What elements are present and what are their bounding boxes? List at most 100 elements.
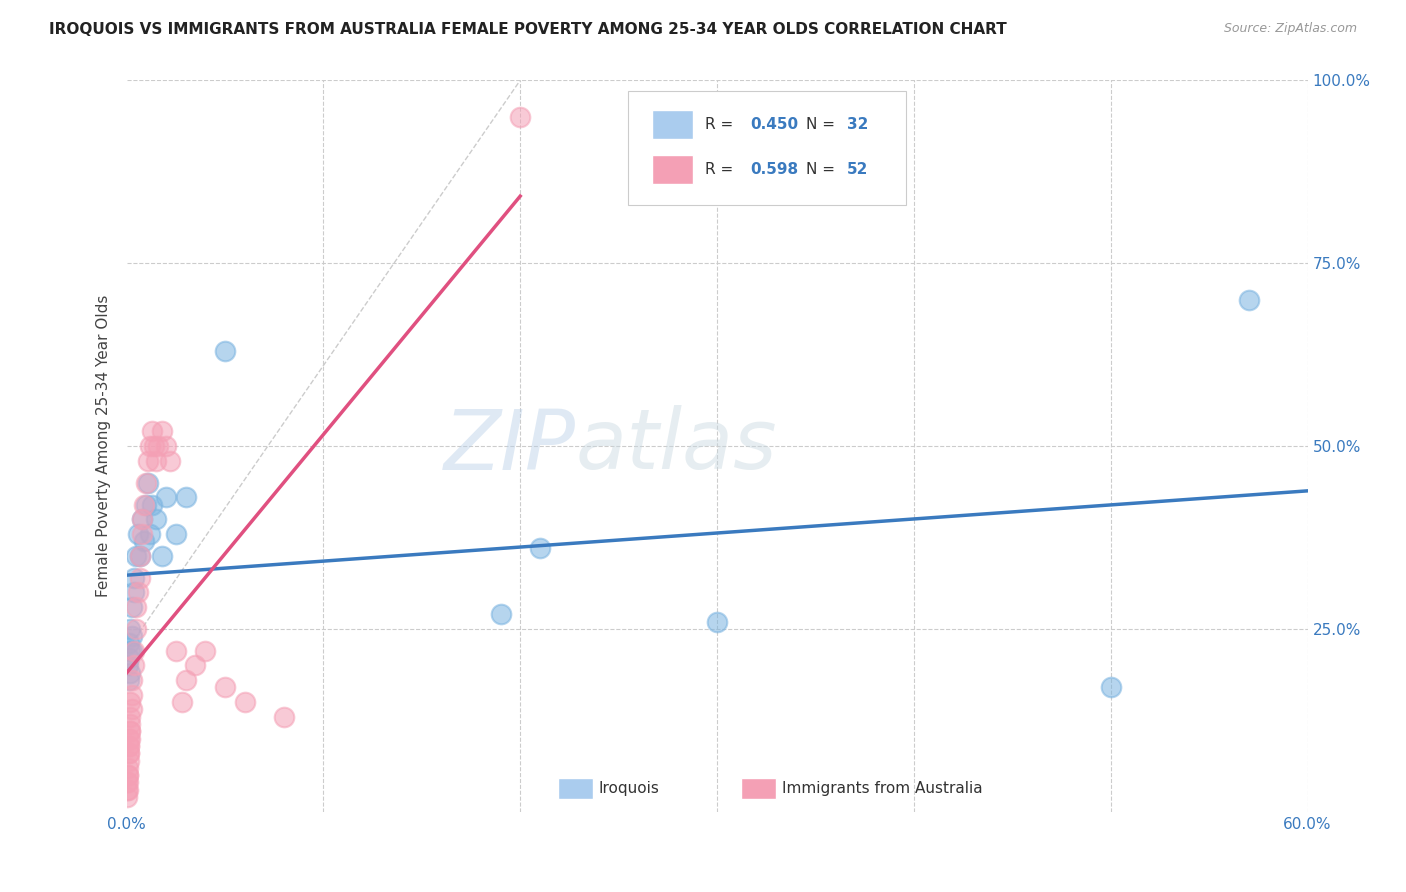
Point xyxy=(118,731,141,746)
Text: N =: N = xyxy=(806,117,839,132)
Point xyxy=(121,629,143,643)
Point xyxy=(127,585,149,599)
Point xyxy=(117,746,139,760)
Text: 32: 32 xyxy=(846,117,869,132)
Text: Iroquois: Iroquois xyxy=(599,780,659,796)
Point xyxy=(117,658,139,673)
Point xyxy=(121,673,143,687)
Text: 0.598: 0.598 xyxy=(751,162,799,177)
Point xyxy=(150,425,173,439)
Point xyxy=(134,534,156,549)
Point xyxy=(146,439,169,453)
Point xyxy=(131,526,153,541)
Text: IROQUOIS VS IMMIGRANTS FROM AUSTRALIA FEMALE POVERTY AMONG 25-34 YEAR OLDS CORRE: IROQUOIS VS IMMIGRANTS FROM AUSTRALIA FE… xyxy=(49,22,1007,37)
Point xyxy=(214,681,236,695)
Point xyxy=(120,724,142,739)
Point xyxy=(165,644,187,658)
Point xyxy=(184,658,207,673)
Point xyxy=(120,717,142,731)
Point xyxy=(125,599,148,614)
Point xyxy=(155,439,177,453)
Point xyxy=(121,599,143,614)
Point xyxy=(124,658,146,673)
Point xyxy=(118,731,141,746)
Point xyxy=(129,571,152,585)
Text: 52: 52 xyxy=(846,162,869,177)
Point xyxy=(118,739,141,753)
Text: ZIP: ZIP xyxy=(443,406,575,486)
Point xyxy=(117,768,139,782)
Point xyxy=(115,790,138,805)
Text: N =: N = xyxy=(806,162,839,177)
Point xyxy=(120,644,142,658)
Point xyxy=(129,549,152,563)
Point xyxy=(120,709,142,723)
Text: Immigrants from Australia: Immigrants from Australia xyxy=(782,780,983,796)
Point xyxy=(170,695,193,709)
Point xyxy=(214,343,236,358)
FancyBboxPatch shape xyxy=(652,110,693,139)
Point xyxy=(150,549,173,563)
Point xyxy=(194,644,217,658)
Point xyxy=(120,695,142,709)
Point xyxy=(117,761,139,775)
Point xyxy=(1237,293,1260,307)
Point xyxy=(489,607,512,622)
Point xyxy=(117,673,139,687)
FancyBboxPatch shape xyxy=(652,155,693,184)
Point xyxy=(141,498,163,512)
Point xyxy=(155,490,177,504)
Point xyxy=(124,644,146,658)
Point xyxy=(135,475,157,490)
Point xyxy=(139,526,162,541)
Point xyxy=(143,439,166,453)
FancyBboxPatch shape xyxy=(558,778,593,798)
Point xyxy=(118,746,141,760)
Text: atlas: atlas xyxy=(575,406,778,486)
Point xyxy=(121,702,143,716)
Point xyxy=(125,549,148,563)
Point xyxy=(124,571,146,585)
Point xyxy=(117,754,139,768)
Point xyxy=(141,425,163,439)
Point xyxy=(1099,681,1122,695)
Point xyxy=(145,512,167,526)
Point xyxy=(145,453,167,467)
Point xyxy=(121,688,143,702)
Point xyxy=(706,615,728,629)
Point xyxy=(135,498,157,512)
Y-axis label: Female Poverty Among 25-34 Year Olds: Female Poverty Among 25-34 Year Olds xyxy=(96,295,111,597)
Point xyxy=(121,644,143,658)
Point xyxy=(117,775,139,789)
Point xyxy=(165,526,187,541)
Point xyxy=(117,636,139,650)
Point xyxy=(131,512,153,526)
Point xyxy=(134,498,156,512)
Text: Source: ZipAtlas.com: Source: ZipAtlas.com xyxy=(1223,22,1357,36)
Point xyxy=(273,709,295,723)
FancyBboxPatch shape xyxy=(741,778,776,798)
Point xyxy=(129,549,152,563)
Point xyxy=(174,673,197,687)
Point xyxy=(117,775,139,789)
Point xyxy=(509,110,531,124)
Point xyxy=(139,439,162,453)
Point xyxy=(131,512,153,526)
Text: R =: R = xyxy=(706,117,738,132)
Point xyxy=(124,585,146,599)
Point xyxy=(233,695,256,709)
FancyBboxPatch shape xyxy=(628,91,905,204)
Point xyxy=(127,526,149,541)
Point xyxy=(118,651,141,665)
Point xyxy=(120,622,142,636)
Text: R =: R = xyxy=(706,162,738,177)
Point xyxy=(136,475,159,490)
Point xyxy=(159,453,181,467)
Point xyxy=(529,541,551,556)
Point xyxy=(174,490,197,504)
Point xyxy=(125,622,148,636)
Point xyxy=(115,782,138,797)
Text: 0.450: 0.450 xyxy=(751,117,799,132)
Point xyxy=(117,768,139,782)
Point xyxy=(117,782,139,797)
